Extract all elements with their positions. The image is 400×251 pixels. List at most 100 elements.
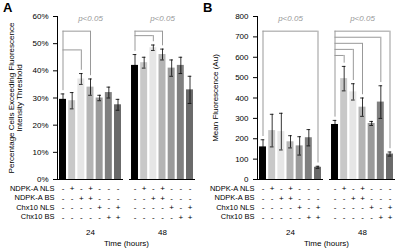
svg-text:0: 0 bbox=[244, 175, 249, 184]
svg-text:-: - bbox=[161, 203, 164, 212]
svg-text:Time (hours): Time (hours) bbox=[104, 239, 149, 248]
svg-text:-: - bbox=[370, 194, 373, 203]
svg-text:+: + bbox=[316, 203, 321, 212]
svg-text:-: - bbox=[298, 184, 301, 193]
svg-text:+: + bbox=[288, 184, 293, 193]
svg-text:-: - bbox=[152, 184, 155, 193]
svg-text:-: - bbox=[289, 203, 292, 212]
svg-text:-: - bbox=[317, 184, 320, 193]
svg-text:600: 600 bbox=[235, 53, 249, 62]
svg-text:-: - bbox=[80, 184, 83, 193]
svg-text:+: + bbox=[297, 203, 302, 212]
svg-text:-: - bbox=[152, 203, 155, 212]
svg-text:-: - bbox=[334, 184, 337, 193]
svg-text:-: - bbox=[143, 203, 146, 212]
svg-text:20%: 20% bbox=[32, 121, 48, 130]
svg-text:-: - bbox=[379, 203, 382, 212]
svg-text:300: 300 bbox=[235, 114, 249, 123]
svg-text:50%: 50% bbox=[32, 39, 48, 48]
svg-text:-: - bbox=[134, 213, 137, 222]
svg-text:+: + bbox=[106, 213, 111, 222]
svg-text:+: + bbox=[378, 213, 383, 222]
svg-text:-: - bbox=[62, 213, 65, 222]
svg-text:-: - bbox=[379, 194, 382, 203]
svg-text:-: - bbox=[89, 203, 92, 212]
svg-text:-: - bbox=[98, 194, 101, 203]
svg-text:-: - bbox=[271, 213, 274, 222]
svg-text:NDPK-A BS: NDPK-A BS bbox=[214, 193, 254, 202]
svg-text:-: - bbox=[298, 194, 301, 203]
svg-text:-: - bbox=[343, 194, 346, 203]
svg-text:p<0.05: p<0.05 bbox=[349, 14, 375, 23]
svg-text:-: - bbox=[307, 194, 310, 203]
svg-text:NDPK-A NLS: NDPK-A NLS bbox=[210, 184, 255, 193]
svg-text:+: + bbox=[279, 194, 284, 203]
svg-text:-: - bbox=[389, 194, 392, 203]
svg-text:400: 400 bbox=[235, 94, 249, 103]
svg-text:+: + bbox=[169, 203, 174, 212]
svg-text:-: - bbox=[262, 213, 265, 222]
svg-text:-: - bbox=[189, 184, 192, 193]
svg-text:+: + bbox=[116, 203, 121, 212]
svg-text:+: + bbox=[188, 203, 193, 212]
svg-text:-: - bbox=[370, 213, 373, 222]
svg-text:+: + bbox=[116, 213, 121, 222]
svg-text:-: - bbox=[134, 184, 137, 193]
svg-text:-: - bbox=[389, 184, 392, 193]
svg-text:-: - bbox=[170, 213, 173, 222]
svg-text:+: + bbox=[369, 203, 374, 212]
svg-text:-: - bbox=[289, 213, 292, 222]
svg-text:-: - bbox=[161, 213, 164, 222]
svg-text:+: + bbox=[160, 184, 165, 193]
svg-text:+: + bbox=[88, 184, 93, 193]
svg-text:-: - bbox=[307, 184, 310, 193]
svg-text:+: + bbox=[342, 184, 347, 193]
svg-text:+: + bbox=[70, 184, 75, 193]
svg-text:800: 800 bbox=[235, 12, 249, 21]
svg-text:200: 200 bbox=[235, 134, 249, 143]
svg-text:-: - bbox=[179, 203, 182, 212]
svg-text:-: - bbox=[280, 213, 283, 222]
svg-text:-: - bbox=[343, 203, 346, 212]
svg-text:-: - bbox=[361, 203, 364, 212]
svg-text:p<0.05: p<0.05 bbox=[277, 14, 303, 23]
svg-text:-: - bbox=[307, 203, 310, 212]
svg-text:+: + bbox=[160, 194, 165, 203]
svg-text:-: - bbox=[71, 213, 74, 222]
svg-text:-: - bbox=[352, 184, 355, 193]
svg-text:-: - bbox=[152, 213, 155, 222]
svg-text:10%: 10% bbox=[32, 148, 48, 157]
svg-text:Chx10 NLS: Chx10 NLS bbox=[16, 203, 54, 212]
svg-text:-: - bbox=[62, 184, 65, 193]
svg-text:-: - bbox=[361, 213, 364, 222]
svg-text:+: + bbox=[151, 194, 156, 203]
svg-text:-: - bbox=[107, 194, 110, 203]
svg-text:-: - bbox=[343, 213, 346, 222]
svg-text:Percentage Cells Exceeding Flu: Percentage Cells Exceeding FluorescenceI… bbox=[7, 22, 24, 173]
svg-text:+: + bbox=[360, 194, 365, 203]
svg-text:30%: 30% bbox=[32, 94, 48, 103]
svg-text:+: + bbox=[306, 213, 311, 222]
svg-text:-: - bbox=[117, 184, 120, 193]
svg-text:24: 24 bbox=[286, 228, 295, 237]
svg-text:NDPK-A NLS: NDPK-A NLS bbox=[10, 184, 55, 193]
svg-text:-: - bbox=[80, 203, 83, 212]
svg-text:-: - bbox=[262, 184, 265, 193]
svg-text:p<0.05: p<0.05 bbox=[77, 14, 103, 23]
svg-text:Chx10 NLS: Chx10 NLS bbox=[216, 203, 254, 212]
svg-text:700: 700 bbox=[235, 32, 249, 41]
svg-text:-: - bbox=[271, 203, 274, 212]
svg-text:-: - bbox=[134, 194, 137, 203]
svg-text:-: - bbox=[334, 213, 337, 222]
svg-text:-: - bbox=[179, 184, 182, 193]
svg-text:-: - bbox=[71, 203, 74, 212]
svg-text:+: + bbox=[270, 184, 275, 193]
svg-text:-: - bbox=[170, 194, 173, 203]
svg-text:-: - bbox=[143, 213, 146, 222]
svg-text:500: 500 bbox=[235, 73, 249, 82]
svg-text:Mean Fluorescence (Au): Mean Fluorescence (Au) bbox=[211, 54, 220, 142]
svg-text:+: + bbox=[288, 194, 293, 203]
svg-text:-: - bbox=[262, 203, 265, 212]
svg-text:+: + bbox=[97, 203, 102, 212]
svg-text:+: + bbox=[79, 194, 84, 203]
